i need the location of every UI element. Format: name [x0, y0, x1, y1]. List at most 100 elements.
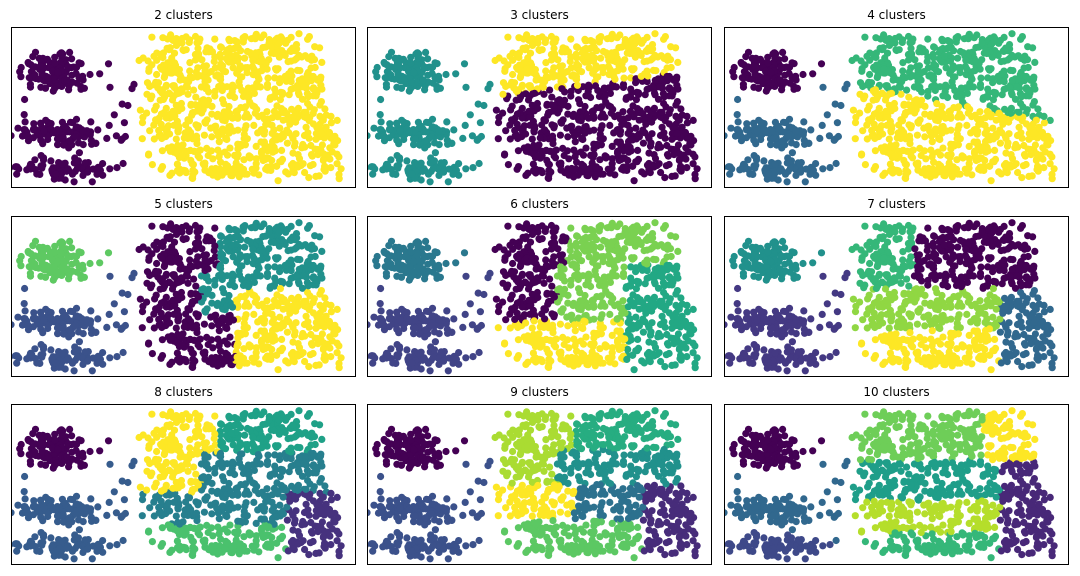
data-point: [787, 157, 795, 165]
data-point: [287, 350, 296, 358]
data-point: [204, 151, 212, 160]
data-point: [1040, 112, 1048, 120]
data-point: [321, 294, 329, 302]
data-point: [1000, 78, 1008, 86]
data-point: [691, 170, 699, 178]
data-point: [291, 56, 299, 64]
data-point: [421, 326, 429, 334]
data-point: [590, 151, 598, 159]
data-point: [194, 233, 202, 241]
data-point: [244, 94, 252, 102]
data-point: [523, 31, 531, 39]
data-point: [65, 333, 73, 341]
data-point: [282, 109, 290, 117]
data-point: [221, 148, 229, 156]
data-point: [560, 151, 568, 160]
data-point: [623, 166, 631, 174]
scatter-plot: [11, 216, 356, 377]
data-point: [75, 149, 83, 157]
data-point: [272, 136, 281, 144]
data-point: [455, 171, 463, 179]
data-point: [171, 68, 179, 76]
data-point: [295, 265, 303, 273]
data-point: [575, 67, 583, 75]
data-point: [265, 228, 273, 236]
data-point: [879, 130, 887, 138]
data-point: [954, 54, 962, 62]
data-point: [673, 98, 681, 106]
data-point: [476, 308, 484, 316]
data-point: [106, 165, 114, 173]
data-point: [310, 245, 319, 253]
data-point: [514, 147, 522, 155]
data-point: [871, 65, 879, 73]
data-point: [410, 330, 418, 338]
data-point: [30, 309, 38, 317]
data-point: [873, 73, 881, 82]
data-point: [818, 121, 826, 129]
data-point: [516, 73, 524, 82]
data-point: [422, 317, 430, 325]
data-point: [730, 63, 738, 72]
data-point: [211, 53, 219, 61]
data-point: [977, 74, 985, 82]
data-point: [166, 44, 174, 52]
data-point: [583, 37, 591, 45]
data-point: [240, 345, 248, 353]
data-point: [227, 37, 235, 45]
data-point: [530, 89, 539, 97]
data-point: [506, 52, 514, 60]
data-point: [486, 80, 494, 88]
data-point: [608, 142, 616, 150]
data-point: [170, 113, 178, 121]
data-point: [335, 342, 343, 350]
data-point: [1008, 51, 1016, 59]
data-point: [414, 349, 422, 357]
data-point: [971, 67, 979, 75]
data-point: [260, 327, 268, 335]
data-point: [572, 72, 581, 81]
data-point: [68, 267, 77, 275]
data-point: [812, 160, 820, 168]
data-point: [1022, 72, 1030, 81]
data-point: [221, 168, 229, 176]
data-point: [138, 135, 146, 143]
data-point: [391, 75, 399, 83]
data-point: [881, 54, 889, 62]
data-point: [337, 165, 345, 173]
data-point: [812, 171, 820, 179]
data-point: [61, 122, 69, 130]
data-point: [166, 90, 174, 98]
data-point: [214, 335, 222, 343]
data-point: [11, 352, 20, 360]
data-point: [848, 56, 856, 65]
data-point: [66, 128, 74, 136]
data-point: [39, 329, 47, 337]
data-point: [175, 165, 183, 173]
data-point: [65, 275, 73, 283]
data-point: [143, 298, 151, 306]
data-point: [677, 162, 685, 170]
data-point: [138, 119, 147, 127]
data-point: [240, 156, 248, 164]
data-point: [849, 106, 857, 114]
data-point: [956, 64, 964, 72]
data-point: [751, 164, 759, 172]
data-point: [941, 114, 950, 122]
data-point: [542, 147, 550, 155]
data-point: [17, 252, 25, 261]
scatter-points: [11, 30, 345, 186]
data-point: [278, 146, 286, 154]
data-point: [411, 127, 419, 135]
data-point: [270, 332, 278, 340]
data-point: [162, 303, 170, 311]
data-point: [35, 75, 43, 83]
data-point: [970, 126, 978, 134]
data-point: [788, 149, 796, 157]
data-point: [930, 81, 939, 89]
data-point: [786, 63, 794, 71]
data-point: [289, 338, 297, 346]
data-point: [403, 346, 411, 354]
data-point: [385, 134, 393, 142]
data-point: [158, 86, 167, 94]
